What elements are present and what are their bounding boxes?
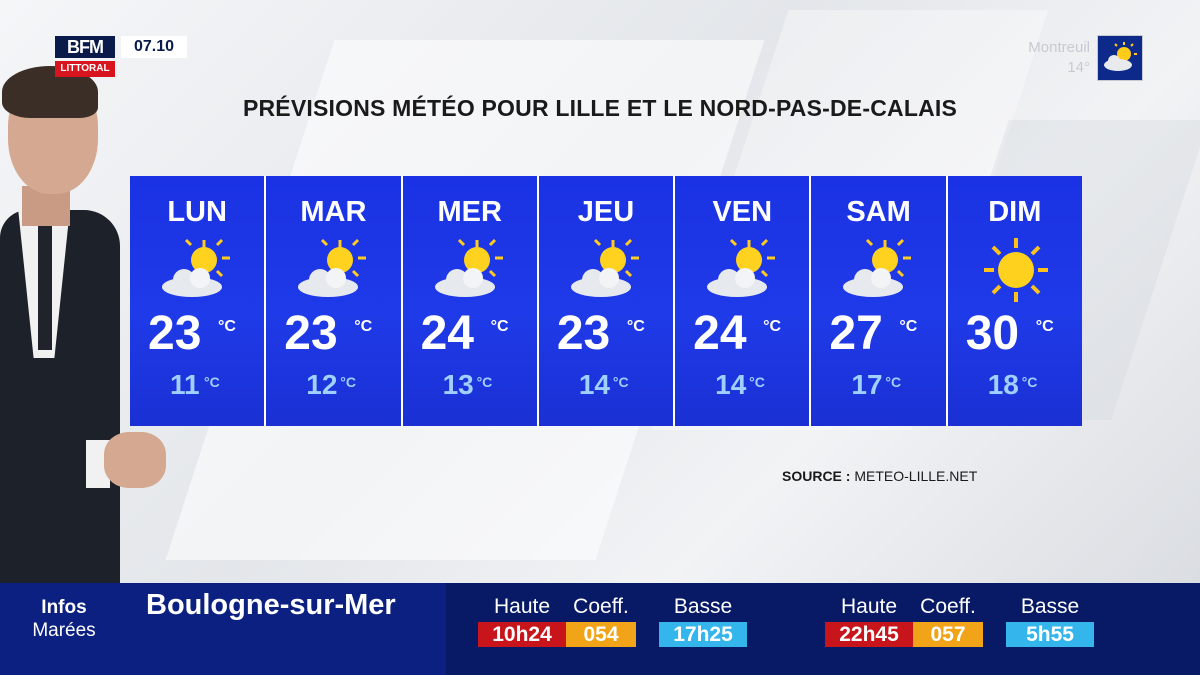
temp-min: 17 bbox=[851, 369, 883, 400]
local-weather: Montreuil 14° bbox=[1028, 38, 1090, 78]
channel-region: LITTORAL bbox=[55, 61, 115, 77]
day-name: DIM bbox=[988, 196, 1042, 228]
temp-min: 18 bbox=[987, 369, 1019, 400]
tide-label: Basse bbox=[673, 595, 733, 618]
tide-label: Basse bbox=[1020, 595, 1080, 618]
day-name: SAM bbox=[846, 196, 911, 228]
temp-max: 30 bbox=[965, 307, 1020, 360]
day-name: LUN bbox=[167, 196, 227, 228]
sun-cloud-icon bbox=[162, 238, 230, 297]
day-name: MER bbox=[437, 196, 502, 228]
temp-min-unit: °C bbox=[885, 374, 902, 390]
temp-min-unit: °C bbox=[749, 374, 765, 390]
day-name: JEU bbox=[577, 196, 635, 228]
clock: 07.10 bbox=[121, 36, 187, 58]
temp-min-unit: °C bbox=[476, 374, 493, 390]
tide-coeff: Coeff. 054 bbox=[566, 595, 636, 647]
forecast-day: JEU 23 °C 14 °C bbox=[538, 176, 674, 426]
temp-max-unit: °C bbox=[626, 318, 645, 335]
forecast-day: SAM 27 °C 17 °C bbox=[811, 176, 946, 426]
ticker-section-title: Infos bbox=[41, 597, 87, 618]
news-ticker: Infos Marées Boulogne-sur-Mer Haute 10h2… bbox=[0, 583, 1200, 675]
ticker-section: Infos Marées bbox=[0, 583, 128, 675]
temp-min-unit: °C bbox=[1021, 374, 1038, 390]
temp-max: 23 bbox=[284, 307, 338, 360]
day-name: MAR bbox=[300, 196, 367, 228]
tide-high: Haute 22h45 bbox=[825, 595, 913, 647]
temp-max: 24 bbox=[420, 307, 474, 360]
sun-cloud-icon bbox=[707, 238, 776, 297]
sun-cloud-icon bbox=[843, 238, 912, 297]
presenter bbox=[0, 60, 175, 583]
forecast-day: VEN 24 °C 14 °C bbox=[675, 176, 810, 426]
tide-low: Basse 17h25 bbox=[659, 595, 747, 647]
sun-cloud-icon bbox=[298, 238, 367, 297]
channel-logo-text: BFM bbox=[55, 36, 115, 58]
tide-value: 054 bbox=[566, 622, 636, 647]
forecast-day: DIM 30 °C 18 °C bbox=[947, 176, 1082, 426]
sun-icon bbox=[983, 238, 1048, 302]
local-weather-temp: 14° bbox=[1067, 59, 1090, 76]
channel-logo: BFM LITTORAL bbox=[55, 36, 115, 80]
tide-value: 5h55 bbox=[1006, 622, 1094, 647]
ticker-city: Boulogne-sur-Mer bbox=[128, 583, 446, 675]
temp-min: 11 bbox=[170, 369, 200, 400]
tide-coeff: Coeff. 057 bbox=[913, 595, 983, 647]
tide-label: Coeff. bbox=[920, 595, 976, 618]
temp-max-unit: °C bbox=[490, 318, 509, 335]
source-value: METEO-LILLE.NET bbox=[854, 468, 978, 484]
temp-max: 23 bbox=[556, 307, 611, 360]
tide-label: Haute bbox=[493, 595, 551, 618]
tide-value: 22h45 bbox=[825, 622, 913, 647]
tide-high: Haute 10h24 bbox=[478, 595, 566, 647]
temp-min-unit: °C bbox=[340, 374, 356, 390]
temp-max: 24 bbox=[693, 307, 747, 360]
tide-value: 17h25 bbox=[659, 622, 747, 647]
tide-low: Basse 5h55 bbox=[1006, 595, 1094, 647]
sun-cloud-icon bbox=[1097, 35, 1143, 81]
temp-min: 12 bbox=[306, 369, 338, 400]
source-label: SOURCE : bbox=[782, 468, 851, 484]
temp-min: 14 bbox=[578, 369, 610, 400]
day-name: VEN bbox=[712, 196, 773, 228]
temp-min-unit: °C bbox=[612, 374, 629, 390]
source-credit: SOURCE : METEO-LILLE.NET bbox=[782, 468, 977, 484]
temp-max-unit: °C bbox=[218, 318, 236, 335]
local-weather-city: Montreuil bbox=[1028, 39, 1090, 56]
temp-min-unit: °C bbox=[204, 374, 220, 390]
forecast-strip: LUN 23 °C 11 °C MAR 23 °C 12 °C MER 24 °… bbox=[130, 176, 1082, 426]
tide-value: 057 bbox=[913, 622, 983, 647]
tide-value: 10h24 bbox=[478, 622, 566, 647]
forecast-day: LUN 23 °C 11 °C bbox=[130, 176, 265, 426]
sun-cloud-icon bbox=[434, 238, 503, 297]
sun-cloud-icon bbox=[570, 238, 639, 297]
temp-max-unit: °C bbox=[763, 318, 782, 335]
temp-max-unit: °C bbox=[899, 318, 918, 335]
ticker-section-subtitle: Marées bbox=[32, 620, 96, 641]
forecast-day: MER 24 °C 13 °C bbox=[402, 176, 537, 426]
temp-max: 27 bbox=[829, 307, 883, 360]
temp-max-unit: °C bbox=[354, 318, 373, 335]
temp-max-unit: °C bbox=[1035, 318, 1054, 335]
temp-max: 23 bbox=[148, 307, 202, 360]
forecast-day: MAR 23 °C 12 °C bbox=[266, 176, 401, 426]
page-title: PRÉVISIONS MÉTÉO POUR LILLE ET LE NORD-P… bbox=[242, 95, 958, 121]
temp-min: 14 bbox=[715, 369, 747, 400]
temp-min: 13 bbox=[442, 369, 474, 400]
tide-label: Haute bbox=[840, 595, 898, 618]
tide-label: Coeff. bbox=[573, 595, 629, 618]
